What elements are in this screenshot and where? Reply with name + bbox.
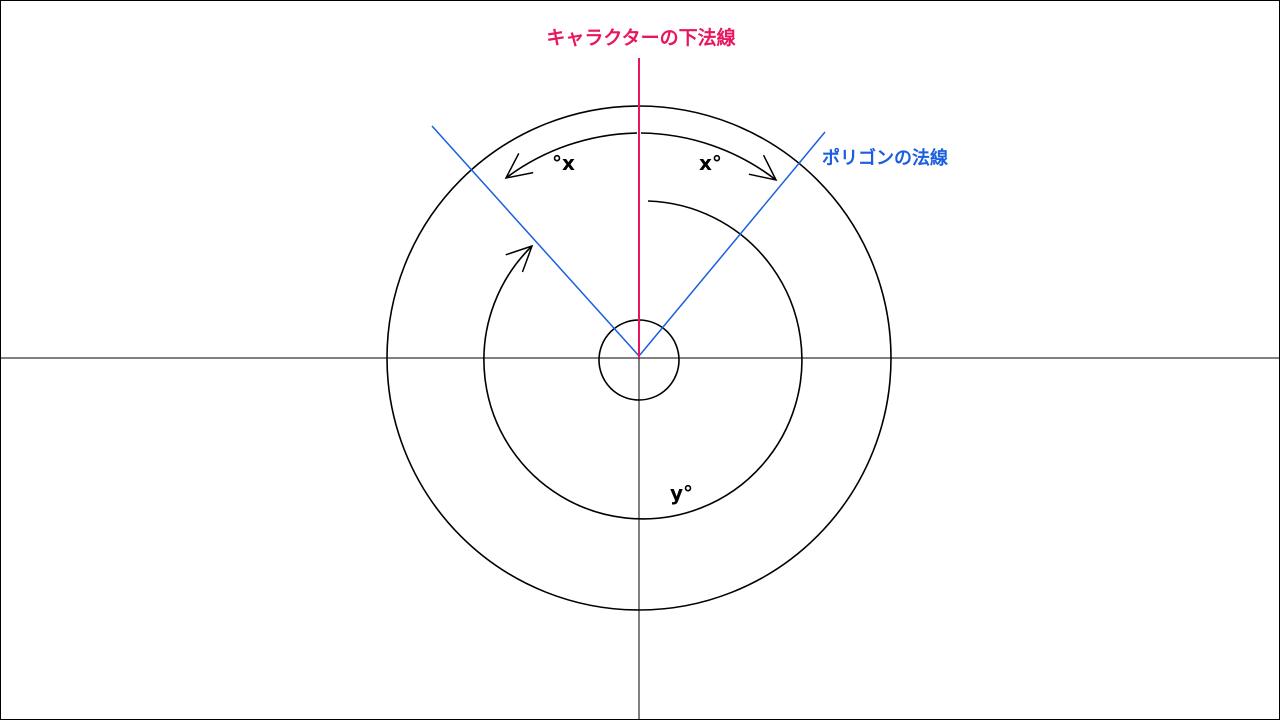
polygon-normal-label: ポリゴンの法線 [822,147,948,169]
y-angle-arc [483,200,803,520]
left-x-angle-label: °x [552,151,575,175]
right-x-angle-arc [640,132,778,182]
polygon-normal-left-line [431,125,640,357]
right-x-angle-label: x° [699,151,722,175]
y-angle-label: y° [670,481,693,505]
left-x-angle-arc [504,132,638,180]
polygon-normal-right-line [638,131,826,357]
character-normal-label: キャラクターの下法線 [546,26,735,49]
